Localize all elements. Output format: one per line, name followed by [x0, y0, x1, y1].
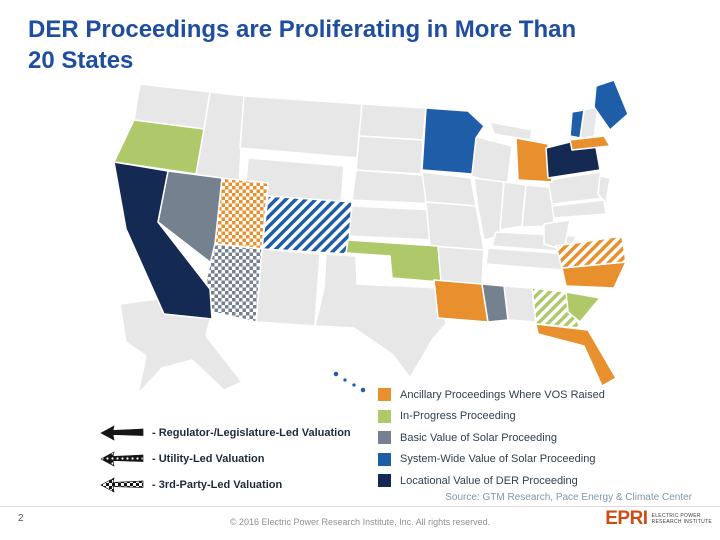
legend-item: In-Progress Proceeding	[378, 406, 605, 428]
state-fl	[535, 323, 617, 387]
epri-logo: EPRI ELECTRIC POWER RESEARCH INSTITUTE	[605, 508, 712, 530]
state-md	[551, 199, 607, 219]
legend-label: Basic Value of Solar Proceeding	[400, 431, 557, 444]
state-hi	[350, 381, 358, 389]
legend-item: Locational Value of DER Proceeding	[378, 470, 605, 492]
legend-label: Locational Value of DER Proceeding	[400, 474, 578, 487]
state-nj	[597, 175, 611, 205]
state-hi	[341, 376, 349, 384]
state-hi	[359, 386, 367, 394]
pattern-legend-label: - 3rd-Party-Led Valuation	[152, 479, 283, 491]
epri-logo-tagline-line2: RESEARCH INSTITUTE	[651, 519, 712, 525]
legend-item: System-Wide Value of Solar Proceeding	[378, 449, 605, 471]
footer-divider	[0, 506, 720, 507]
us-map	[113, 79, 629, 395]
state-ks	[347, 205, 437, 241]
state-me	[593, 79, 629, 131]
legend-swatch	[378, 431, 391, 445]
state-tx	[314, 253, 447, 379]
pattern-legend-item: - 3rd-Party-Led Valuation	[100, 472, 351, 498]
state-ok	[345, 239, 442, 283]
legend-item: Ancillary Proceedings Where VOS Raised	[378, 384, 605, 406]
solid-arrow-icon	[100, 425, 144, 441]
state-ut	[214, 177, 269, 250]
legend-swatch	[378, 388, 391, 402]
page-number: 2	[18, 513, 24, 524]
state-al	[503, 285, 537, 323]
state-mt	[239, 95, 363, 159]
state-ma	[569, 135, 611, 151]
legend-label: Ancillary Proceedings Where VOS Raised	[400, 388, 605, 401]
legend-label: In-Progress Proceeding	[400, 410, 516, 423]
page-title-line2: 20 States	[28, 47, 134, 74]
state-mn	[421, 107, 485, 175]
footer-copyright: © 2016 Electric Power Research Institute…	[229, 517, 491, 527]
epri-logo-tagline-line1: ELECTRIC POWER	[651, 513, 701, 519]
state-va	[555, 235, 627, 269]
valuation-pattern-legend: - Regulator-/Legislature-Led Valuation -…	[100, 420, 351, 498]
state-co	[261, 195, 353, 255]
page-title-line1: DER Proceedings are Proliferating in Mor…	[28, 16, 577, 43]
checkered-arrow-icon	[100, 477, 144, 493]
state-mi-upper	[489, 121, 533, 141]
legend-swatch	[378, 474, 391, 488]
pattern-legend-item: - Regulator-/Legislature-Led Valuation	[100, 420, 351, 446]
state-mo	[425, 201, 485, 251]
dotted-arrow-icon	[100, 451, 144, 467]
epri-logo-wordmark: EPRI	[605, 508, 648, 529]
category-legend: Ancillary Proceedings Where VOS Raised I…	[378, 384, 605, 492]
state-ia	[421, 171, 477, 207]
state-nd	[358, 103, 427, 141]
state-il	[473, 177, 505, 241]
state-mi	[515, 137, 553, 183]
source-citation: Source: GTM Research, Pace Energy & Clim…	[445, 492, 692, 503]
state-hi	[332, 370, 340, 378]
state-ms	[481, 283, 509, 323]
pattern-legend-label: - Regulator-/Legislature-Led Valuation	[152, 427, 351, 439]
page-title: DER Proceedings are Proliferating in Mor…	[28, 14, 704, 76]
state-la	[433, 279, 489, 323]
epri-logo-tagline: ELECTRIC POWER RESEARCH INSTITUTE	[652, 513, 712, 525]
state-vt	[569, 109, 585, 139]
legend-swatch	[378, 409, 391, 423]
pattern-legend-label: - Utility-Led Valuation	[152, 453, 265, 465]
legend-swatch	[378, 452, 391, 466]
state-sc	[565, 291, 601, 323]
state-sd	[355, 135, 424, 175]
state-nm	[255, 248, 321, 327]
legend-label: System-Wide Value of Solar Proceeding	[400, 453, 596, 466]
legend-item: Basic Value of Solar Proceeding	[378, 427, 605, 449]
pattern-legend-item: - Utility-Led Valuation	[100, 446, 351, 472]
state-ca	[113, 161, 213, 320]
